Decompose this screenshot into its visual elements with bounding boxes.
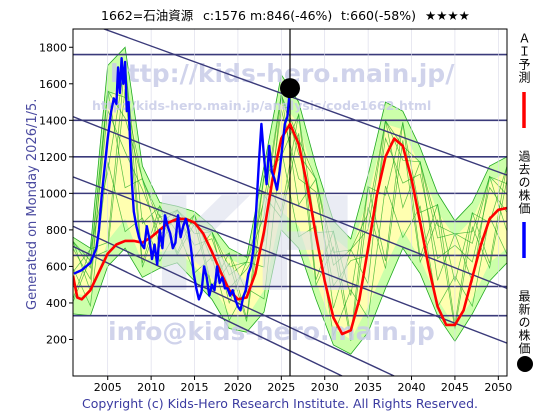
y-tick-label: 200 (46, 333, 67, 346)
y-tick-label: 1000 (39, 187, 67, 200)
legend-forecast: ＡＩ予測 (517, 32, 531, 128)
y-tick-label: 1800 (39, 41, 67, 54)
legend-latest: 最新の株価 (517, 290, 533, 372)
y-tick-label: 1400 (39, 114, 67, 127)
y-tick-label: 800 (46, 224, 67, 237)
trend-lines (73, 29, 507, 376)
copyright: Copyright (c) Kids-Hero Research Institu… (82, 396, 478, 411)
x-tick-label: 2005 (94, 381, 122, 394)
x-tick-label: 2030 (311, 381, 339, 394)
plot-frame (72, 28, 508, 377)
y-tick-label: 600 (46, 260, 67, 273)
y-tick-label: 400 (46, 297, 67, 310)
x-tick-label: 2010 (137, 381, 165, 394)
trend-line (73, 225, 395, 376)
rating-stars: ★★★★ (425, 8, 470, 23)
x-tick-label: 2040 (398, 381, 426, 394)
current-price: c:1576 (203, 8, 246, 23)
mid-target: m:846(-46%) (250, 8, 332, 23)
x-tick-label: 2050 (484, 381, 512, 394)
generated-date: Generated on Monday 2026/1/5. (25, 99, 40, 310)
trend-line (102, 29, 507, 176)
header: 1662=石油資源 c:1576 m:846(-46%) t:660(-58%)… (101, 8, 470, 23)
x-tick-label: 2045 (441, 381, 469, 394)
y-tick-label: 1200 (39, 151, 67, 164)
y-tick-label: 1600 (39, 78, 67, 91)
series-lines (73, 57, 507, 336)
x-tick-label: 2025 (267, 381, 295, 394)
latest-price-marker (280, 78, 300, 99)
legend-latest-swatch (517, 356, 533, 372)
code-name: 1662=石油資源 (101, 8, 194, 23)
legend: ＡＩ予測 過去の株価 最新の株価 (517, 32, 533, 372)
legend-past-label: 過去の株価 (517, 150, 531, 215)
target-price: t:660(-58%) (341, 8, 416, 23)
axes: 200 400 600 800 1000 1200 1400 1600 1800 2005 2010… (39, 41, 512, 394)
forecast-line (73, 122, 507, 336)
x-tick-label: 2015 (181, 381, 209, 394)
past-price-line (73, 57, 292, 312)
trend-line (73, 245, 343, 376)
x-tick-label: 2020 (224, 381, 252, 394)
legend-forecast-label: ＡＩ予測 (517, 32, 531, 84)
legend-past: 過去の株価 (517, 150, 531, 258)
legend-latest-label: 最新の株価 (517, 290, 531, 355)
watermark-analysis-url: http://kids-hero.main.jp/analysis/code16… (92, 98, 431, 113)
x-tick-label: 2035 (354, 381, 382, 394)
